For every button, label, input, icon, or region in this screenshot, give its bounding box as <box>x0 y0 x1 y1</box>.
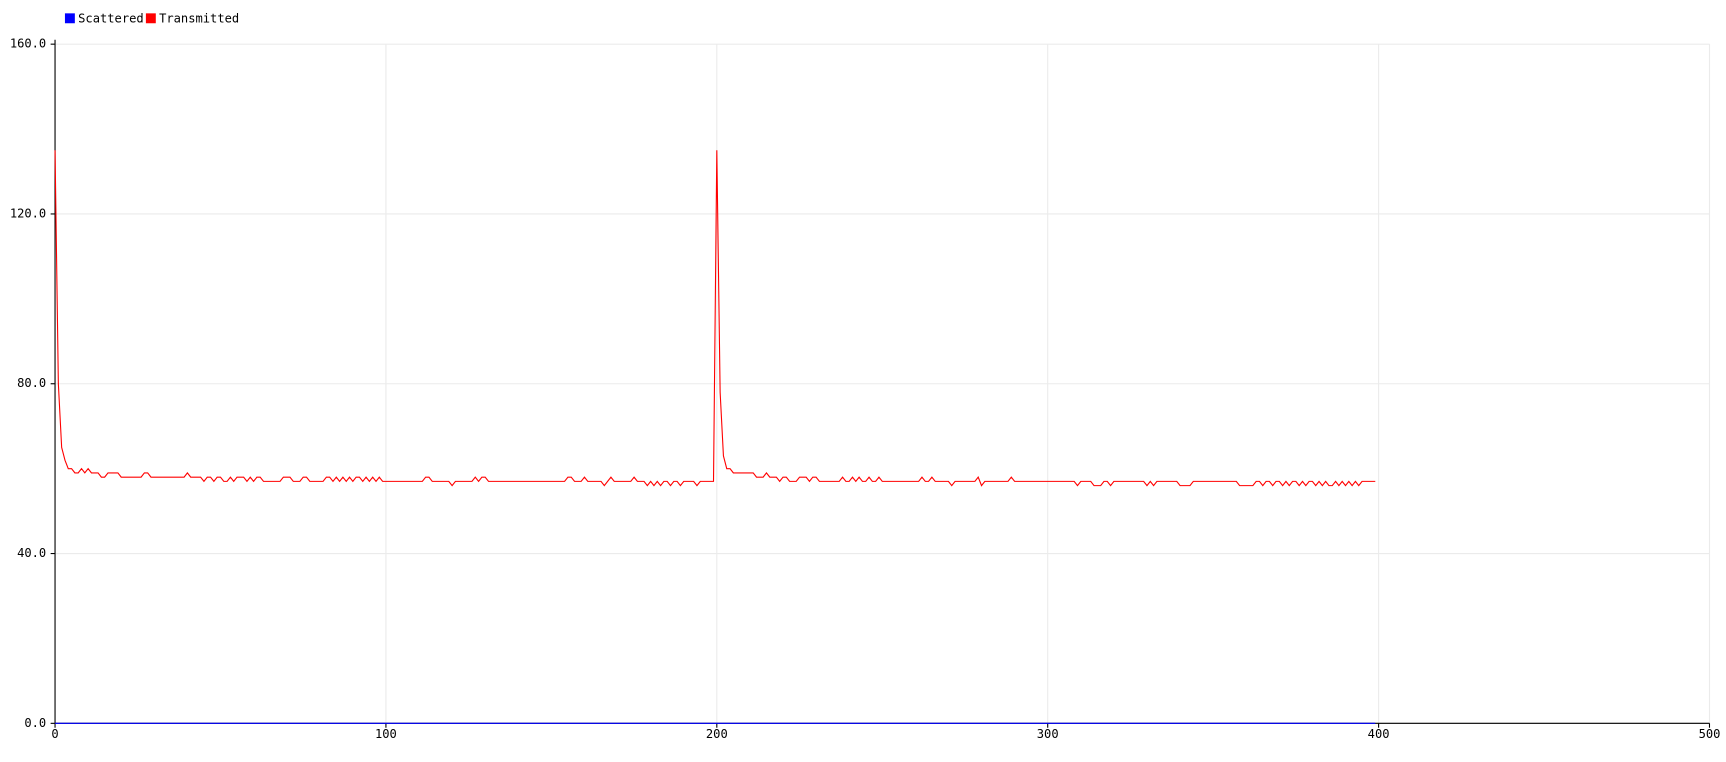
legend-swatch <box>64 13 75 24</box>
y-tick-label: 160.0 <box>10 37 46 51</box>
legend-swatch <box>145 13 156 24</box>
x-tick-label: 300 <box>1037 727 1059 741</box>
y-tick-label: 120.0 <box>10 206 46 220</box>
legend-label: Transmitted <box>159 11 239 25</box>
x-tick-label: 400 <box>1368 727 1390 741</box>
legend-label: Scattered <box>78 11 144 25</box>
y-tick-label: 0.0 <box>24 716 46 730</box>
y-tick-label: 40.0 <box>17 546 46 560</box>
x-tick-label: 200 <box>706 727 728 741</box>
x-tick-label: 100 <box>375 727 397 741</box>
x-tick-label: 500 <box>1699 727 1721 741</box>
y-tick-label: 80.0 <box>17 376 46 390</box>
x-tick-label: 0 <box>51 727 58 741</box>
series-line <box>54 150 1376 487</box>
